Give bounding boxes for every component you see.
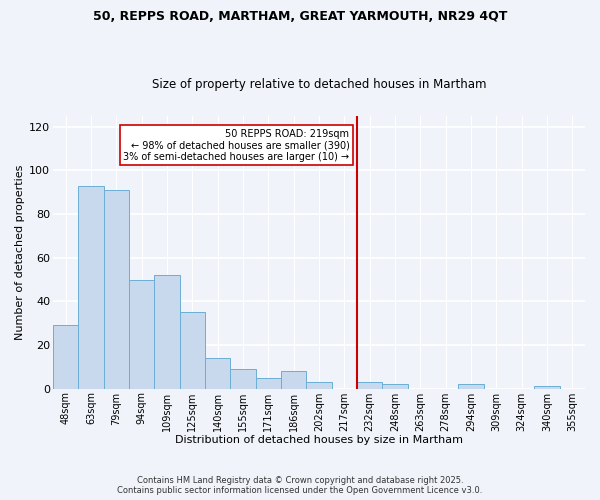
Y-axis label: Number of detached properties: Number of detached properties <box>15 164 25 340</box>
Bar <box>180 312 205 388</box>
Bar <box>382 384 407 388</box>
Bar <box>53 326 79 388</box>
Bar <box>104 190 129 388</box>
X-axis label: Distribution of detached houses by size in Martham: Distribution of detached houses by size … <box>175 435 463 445</box>
Bar <box>205 358 230 388</box>
Bar <box>307 382 332 388</box>
Title: Size of property relative to detached houses in Martham: Size of property relative to detached ho… <box>152 78 486 91</box>
Text: 50, REPPS ROAD, MARTHAM, GREAT YARMOUTH, NR29 4QT: 50, REPPS ROAD, MARTHAM, GREAT YARMOUTH,… <box>93 10 507 23</box>
Bar <box>154 275 180 388</box>
Bar <box>535 386 560 388</box>
Bar <box>281 371 307 388</box>
Bar <box>79 186 104 388</box>
Text: Contains HM Land Registry data © Crown copyright and database right 2025.
Contai: Contains HM Land Registry data © Crown c… <box>118 476 482 495</box>
Text: 50 REPPS ROAD: 219sqm
← 98% of detached houses are smaller (390)
3% of semi-deta: 50 REPPS ROAD: 219sqm ← 98% of detached … <box>124 129 349 162</box>
Bar <box>129 280 154 388</box>
Bar <box>458 384 484 388</box>
Bar <box>357 382 382 388</box>
Bar <box>256 378 281 388</box>
Bar <box>230 369 256 388</box>
